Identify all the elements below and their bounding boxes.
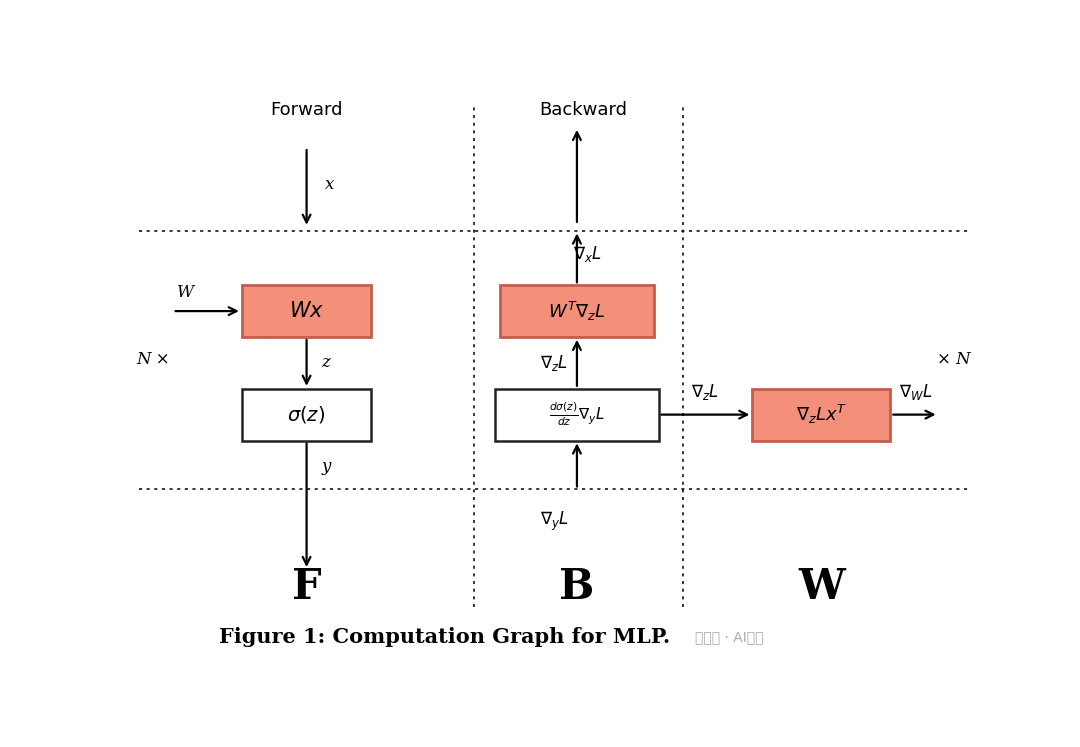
Text: 公众号 · AI闲谈: 公众号 · AI闲谈: [696, 630, 764, 644]
Bar: [753, 388, 890, 441]
Text: $\nabla_z Lx^T$: $\nabla_z Lx^T$: [796, 403, 847, 427]
Text: $\nabla_x L$: $\nabla_x L$: [572, 244, 602, 264]
Text: $\nabla_W L$: $\nabla_W L$: [899, 382, 932, 402]
Text: z: z: [322, 354, 330, 371]
Text: F: F: [292, 566, 322, 608]
Text: Figure 1: Computation Graph for MLP.: Figure 1: Computation Graph for MLP.: [219, 627, 671, 647]
Text: × N: × N: [936, 352, 971, 368]
Text: W: W: [177, 284, 194, 301]
Text: Forward: Forward: [270, 101, 342, 119]
Text: $\nabla_y L$: $\nabla_y L$: [540, 509, 568, 533]
Bar: [242, 285, 372, 337]
Text: B: B: [559, 566, 595, 608]
Bar: [242, 388, 372, 441]
Text: $\nabla_z L$: $\nabla_z L$: [540, 353, 568, 373]
Text: x: x: [325, 176, 335, 193]
Text: N ×: N ×: [136, 352, 171, 368]
Text: $W^T\nabla_z L$: $W^T\nabla_z L$: [549, 300, 606, 323]
Text: $\sigma(z)$: $\sigma(z)$: [287, 404, 326, 425]
Bar: [500, 285, 654, 337]
Text: Backward: Backward: [539, 101, 626, 119]
Text: $\nabla_z L$: $\nabla_z L$: [691, 382, 719, 402]
Text: $Wx$: $Wx$: [289, 301, 324, 321]
Text: W: W: [798, 566, 845, 608]
Text: y: y: [322, 458, 332, 475]
Bar: [496, 388, 659, 441]
Text: $\frac{d\sigma(z)}{dz}\nabla_y L$: $\frac{d\sigma(z)}{dz}\nabla_y L$: [549, 401, 605, 429]
